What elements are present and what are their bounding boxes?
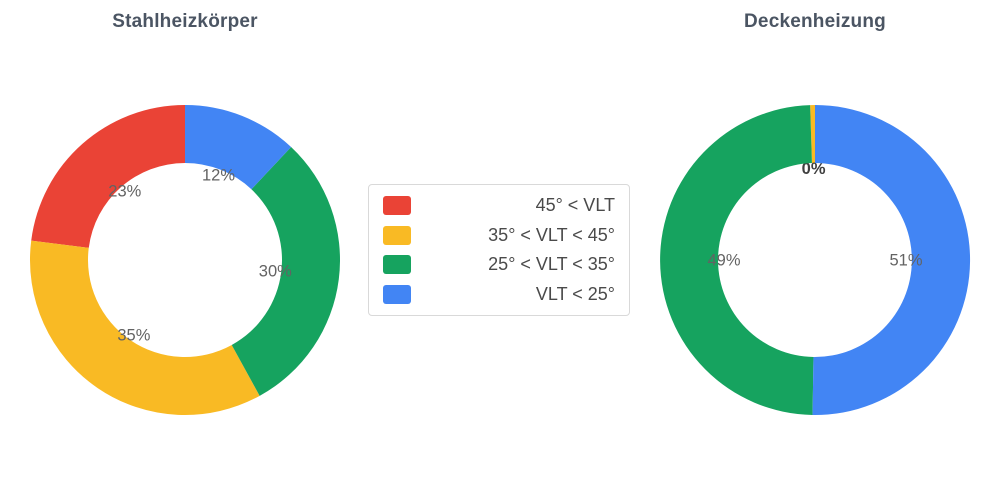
donut-slice-label: 23% [108, 183, 141, 201]
donut-slice-label: 30% [259, 262, 292, 280]
donut-slice-label: 49% [707, 252, 740, 270]
legend-label: 25° < VLT < 35° [488, 254, 615, 275]
chart-title-stahlheizkoerper: Stahlheizkörper [112, 11, 258, 32]
donut-slice-label: 51% [889, 252, 922, 270]
donut-slice [31, 105, 185, 248]
donut-slice [810, 105, 815, 164]
legend-item-vlt-25: VLT < 25° [383, 284, 615, 305]
donut-slice-label: 12% [202, 166, 235, 184]
donut-slice [660, 105, 814, 415]
donut-slice [29, 240, 260, 416]
donut-slice-label: 35% [117, 326, 150, 344]
chart-legend: 45° < VLT 35° < VLT < 45° 25° < VLT < 35… [368, 184, 630, 316]
legend-swatch-green [383, 255, 411, 275]
donut-chart-deckenheizung: 0% 49% 51% [660, 105, 971, 415]
legend-item-25-35: 25° < VLT < 35° [383, 254, 615, 275]
donut-slice [185, 105, 292, 190]
chart-title-deckenheizung: Deckenheizung [744, 11, 886, 32]
donut-slice-label: 0% [802, 160, 826, 178]
legend-swatch-yellow [383, 225, 411, 245]
legend-label: VLT < 25° [535, 283, 615, 304]
donut-slice [231, 147, 340, 396]
donut-slice [812, 105, 971, 415]
legend-label: 45° < VLT [535, 195, 615, 216]
legend-item-45-vlt: 45° < VLT [383, 195, 615, 216]
donut-chart-stahlheizkoerper: 23% 35% 30% 12% [29, 105, 340, 416]
legend-swatch-red [383, 196, 411, 216]
legend-swatch-blue [383, 284, 411, 304]
chart-deckenheizung: Deckenheizung 0% 49% 51% [655, 0, 975, 500]
legend-label: 35° < VLT < 45° [488, 224, 615, 245]
chart-stahlheizkoerper: Stahlheizkörper 23% 35% 30% 12% [25, 0, 345, 500]
legend-item-35-45: 35° < VLT < 45° [383, 225, 615, 246]
